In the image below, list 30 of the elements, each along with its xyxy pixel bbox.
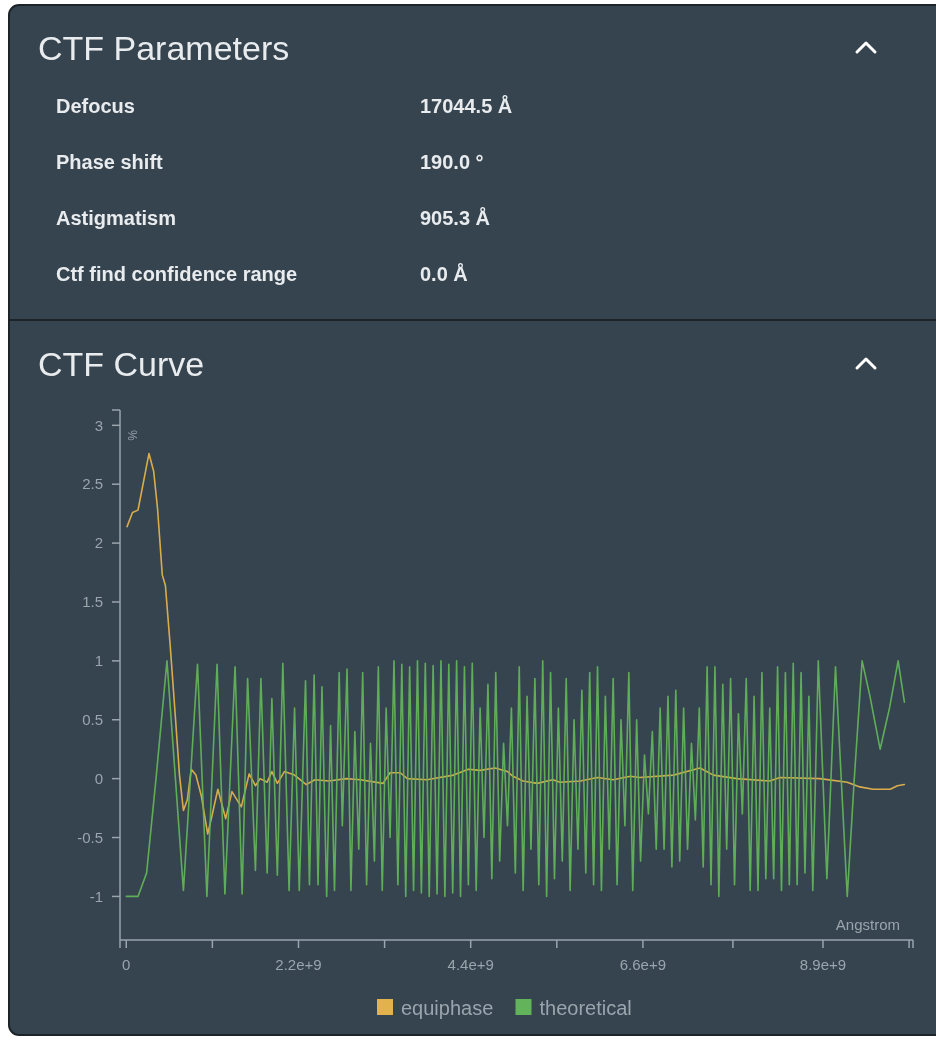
- x-axis-title: Angstrom: [835, 916, 900, 933]
- line-series: [125, 660, 906, 898]
- x-tick-label: 6.6e+9: [619, 956, 667, 973]
- legend-label: equiphase: [401, 997, 494, 1019]
- text: CTF Parameters: [38, 29, 290, 67]
- y-tick-label: 2.5: [82, 475, 103, 493]
- text: Defocus: [56, 95, 135, 117]
- legend-label: theoretical: [539, 997, 632, 1019]
- text: 0.0 Å: [420, 262, 468, 285]
- text: 190.0 °: [420, 151, 484, 173]
- x-tick-label: 4.4e+9: [447, 956, 494, 973]
- y-axis-title: %: [125, 430, 139, 441]
- text: 17044.5 Å: [420, 94, 513, 117]
- y-tick-label: -1: [89, 887, 103, 905]
- text: 905.3 Å: [420, 206, 491, 229]
- x-tick-label: 8.9e+9: [799, 956, 847, 973]
- chart-title: CTF Curve: [38, 345, 205, 383]
- text: Astigmatism: [56, 207, 177, 229]
- y-tick-label: 0.5: [82, 711, 103, 729]
- y-tick-label: 3: [94, 416, 103, 434]
- text: Ctf find confidence range: [56, 263, 298, 285]
- y-tick-label: -0.5: [77, 828, 103, 846]
- y-tick-label: 1: [94, 652, 103, 670]
- x-tick-label: 2.2e+9: [275, 956, 322, 973]
- text: Phase shift: [56, 151, 164, 173]
- y-tick-label: 1.5: [82, 593, 103, 611]
- y-tick-label: 0: [94, 769, 103, 787]
- x-tick-label: 0: [122, 956, 131, 973]
- y-tick-label: 2: [94, 534, 103, 552]
- line-series: [126, 452, 906, 835]
